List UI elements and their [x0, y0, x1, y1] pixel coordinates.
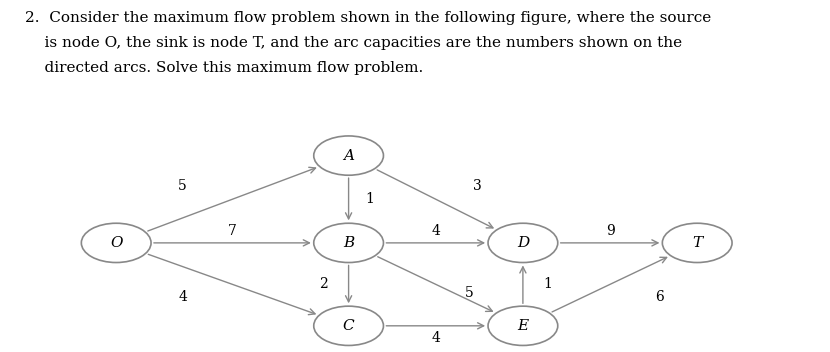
Text: D: D [517, 236, 529, 250]
Text: C: C [343, 319, 354, 333]
Text: 5: 5 [465, 286, 473, 300]
Text: 6: 6 [656, 290, 664, 304]
Text: is node O, the sink is node T, and the arc capacities are the numbers shown on t: is node O, the sink is node T, and the a… [25, 36, 682, 50]
Text: 4: 4 [432, 331, 440, 345]
Ellipse shape [314, 136, 383, 175]
Ellipse shape [314, 306, 383, 345]
Ellipse shape [662, 223, 732, 263]
Text: B: B [343, 236, 354, 250]
Text: 5: 5 [178, 179, 187, 193]
Text: E: E [517, 319, 529, 333]
Text: 3: 3 [473, 179, 481, 193]
Ellipse shape [488, 223, 558, 263]
Text: A: A [343, 149, 354, 163]
Text: 1: 1 [365, 192, 374, 206]
Ellipse shape [81, 223, 151, 263]
Text: 1: 1 [544, 277, 552, 291]
Ellipse shape [314, 223, 383, 263]
Text: 9: 9 [606, 224, 614, 238]
Ellipse shape [488, 306, 558, 345]
Text: 4: 4 [178, 290, 187, 304]
Text: 2.  Consider the maximum flow problem shown in the following figure, where the s: 2. Consider the maximum flow problem sho… [25, 11, 711, 25]
Text: O: O [110, 236, 123, 250]
Text: 2: 2 [320, 277, 328, 291]
Text: T: T [692, 236, 702, 250]
Text: 7: 7 [228, 224, 237, 238]
Text: directed arcs. Solve this maximum flow problem.: directed arcs. Solve this maximum flow p… [25, 61, 423, 75]
Text: 4: 4 [432, 224, 440, 238]
